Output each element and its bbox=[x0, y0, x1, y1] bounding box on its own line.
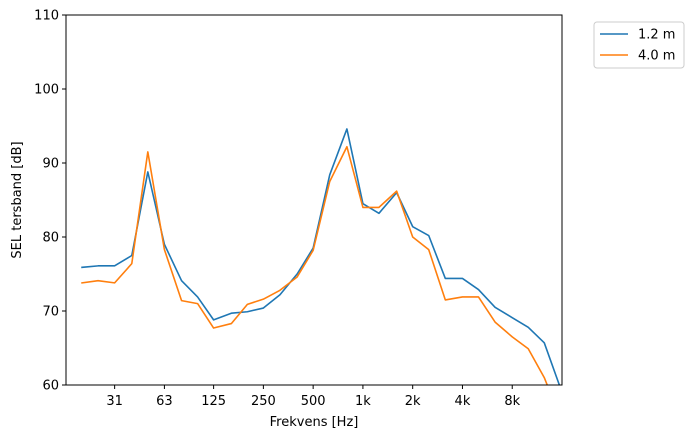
x-tick-label: 2k bbox=[405, 394, 421, 409]
y-tick-label: 70 bbox=[42, 305, 59, 320]
x-axis-label: Frekvens [Hz] bbox=[270, 415, 359, 430]
legend-label: 4.0 m bbox=[638, 49, 675, 64]
y-tick-label: 80 bbox=[42, 231, 59, 246]
x-tick-label: 63 bbox=[156, 394, 173, 409]
x-axis-ticks: 31 63 125 250 500 1k 2k 4k 8k bbox=[106, 385, 521, 409]
x-tick-label: 8k bbox=[504, 394, 520, 409]
x-tick-label: 500 bbox=[301, 394, 326, 409]
y-axis-label: SEL tersband [dB] bbox=[10, 141, 25, 258]
series-line-2 bbox=[81, 145, 549, 385]
plot-frame bbox=[65, 14, 563, 386]
legend-label: 1.2 m bbox=[638, 28, 675, 43]
y-tick-label: 90 bbox=[42, 157, 59, 172]
y-tick-label: 100 bbox=[34, 83, 59, 98]
x-tick-label: 4k bbox=[455, 394, 471, 409]
legend: 1.2 m 4.0 m bbox=[593, 21, 685, 69]
y-axis-ticks: 60 70 80 90 100 110 bbox=[34, 9, 66, 394]
x-tick-label: 31 bbox=[106, 394, 123, 409]
y-tick-label: 60 bbox=[42, 379, 59, 394]
series-line-1 bbox=[81, 128, 561, 385]
x-tick-label: 125 bbox=[201, 394, 226, 409]
x-tick-label: 1k bbox=[355, 394, 371, 409]
x-tick-label: 250 bbox=[251, 394, 276, 409]
y-tick-label: 110 bbox=[34, 9, 59, 24]
series-layer bbox=[81, 128, 561, 385]
